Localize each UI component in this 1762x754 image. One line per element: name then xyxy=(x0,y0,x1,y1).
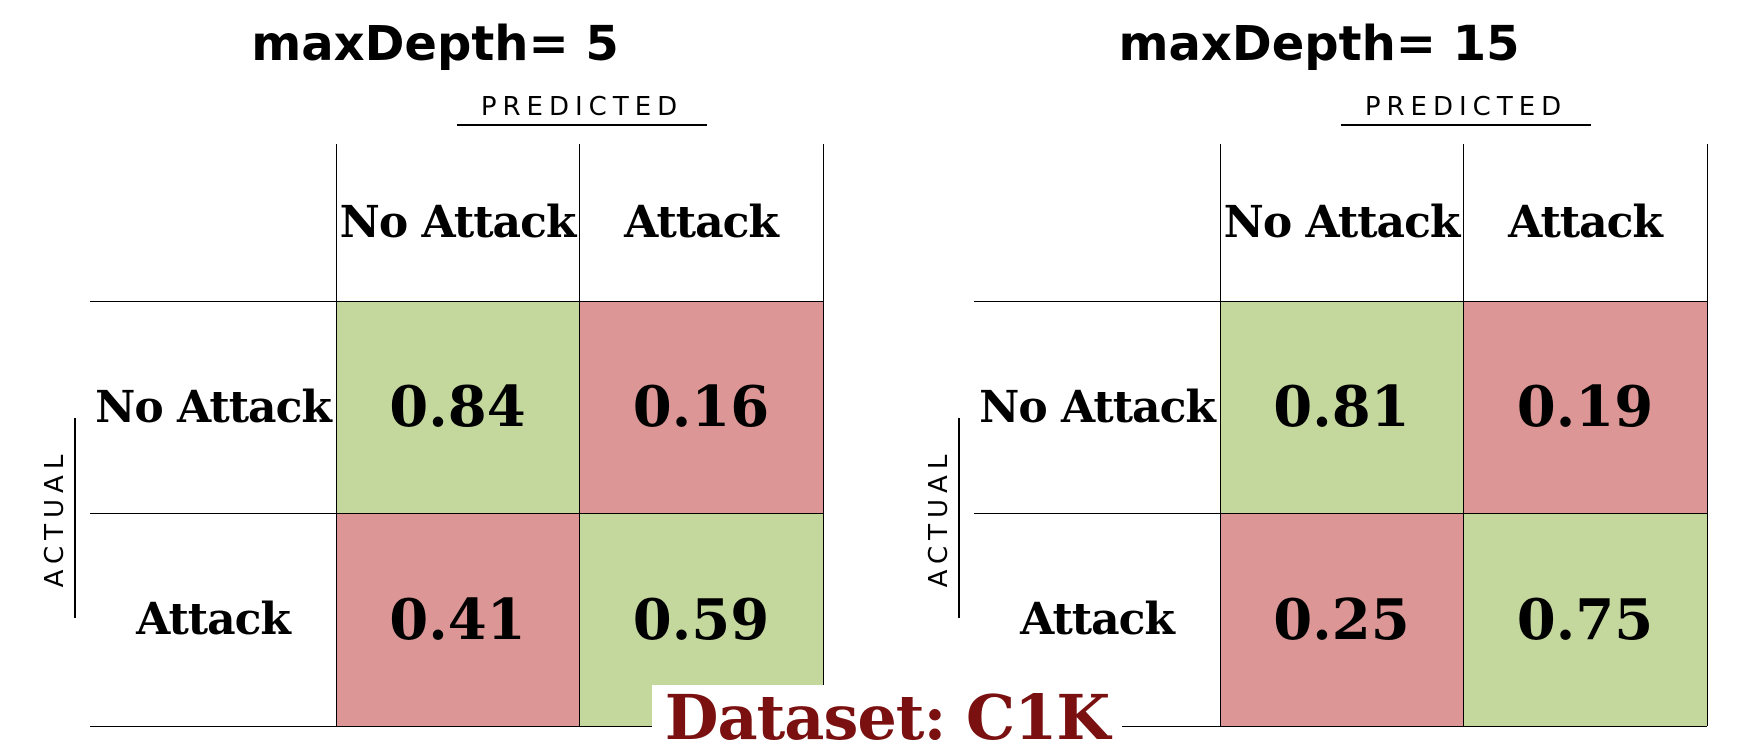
grid-line xyxy=(1220,144,1221,726)
chart-title: maxDepth= 15 xyxy=(1118,16,1520,72)
grid-line xyxy=(90,513,823,514)
row-header-attack: Attack xyxy=(1020,594,1175,645)
grid-line xyxy=(1707,144,1708,726)
cell-false-positive: 0.19 xyxy=(1463,301,1707,513)
cell-true-negative: 0.81 xyxy=(1220,301,1463,513)
grid-line xyxy=(823,144,824,726)
grid-line xyxy=(974,301,1707,302)
cell-false-positive: 0.16 xyxy=(579,301,823,513)
grid-line xyxy=(90,301,823,302)
col-header-no-attack: No Attack xyxy=(1223,197,1461,248)
cell-false-negative: 0.25 xyxy=(1220,513,1463,726)
chart-title: maxDepth= 5 xyxy=(251,16,619,72)
grid-line xyxy=(336,144,337,726)
grid-line xyxy=(1463,144,1464,726)
cell-false-negative: 0.41 xyxy=(336,513,579,726)
cell-true-negative: 0.84 xyxy=(336,301,579,513)
dataset-label: Dataset: C1K xyxy=(652,685,1122,751)
confusion-matrix-maxdepth-5: maxDepth= 5 Predicted Actual No Attack A… xyxy=(0,0,824,751)
predicted-axis-label: Predicted xyxy=(457,92,707,126)
actual-axis-label: Actual xyxy=(924,418,960,618)
row-header-attack: Attack xyxy=(136,594,291,645)
predicted-axis-label: Predicted xyxy=(1341,92,1591,126)
col-header-attack: Attack xyxy=(1508,197,1663,248)
grid-line xyxy=(579,144,580,726)
grid-line xyxy=(974,726,1707,727)
col-header-attack: Attack xyxy=(624,197,779,248)
confusion-matrix-maxdepth-15: maxDepth= 15 Predicted Actual No Attack … xyxy=(884,0,1708,751)
cell-true-positive: 0.75 xyxy=(1463,513,1707,726)
row-header-no-attack: No Attack xyxy=(95,381,332,433)
grid-line xyxy=(974,513,1707,514)
col-header-no-attack: No Attack xyxy=(339,197,577,248)
row-header-no-attack: No Attack xyxy=(979,381,1216,433)
actual-axis-label: Actual xyxy=(40,418,76,618)
grid-line xyxy=(90,726,823,727)
